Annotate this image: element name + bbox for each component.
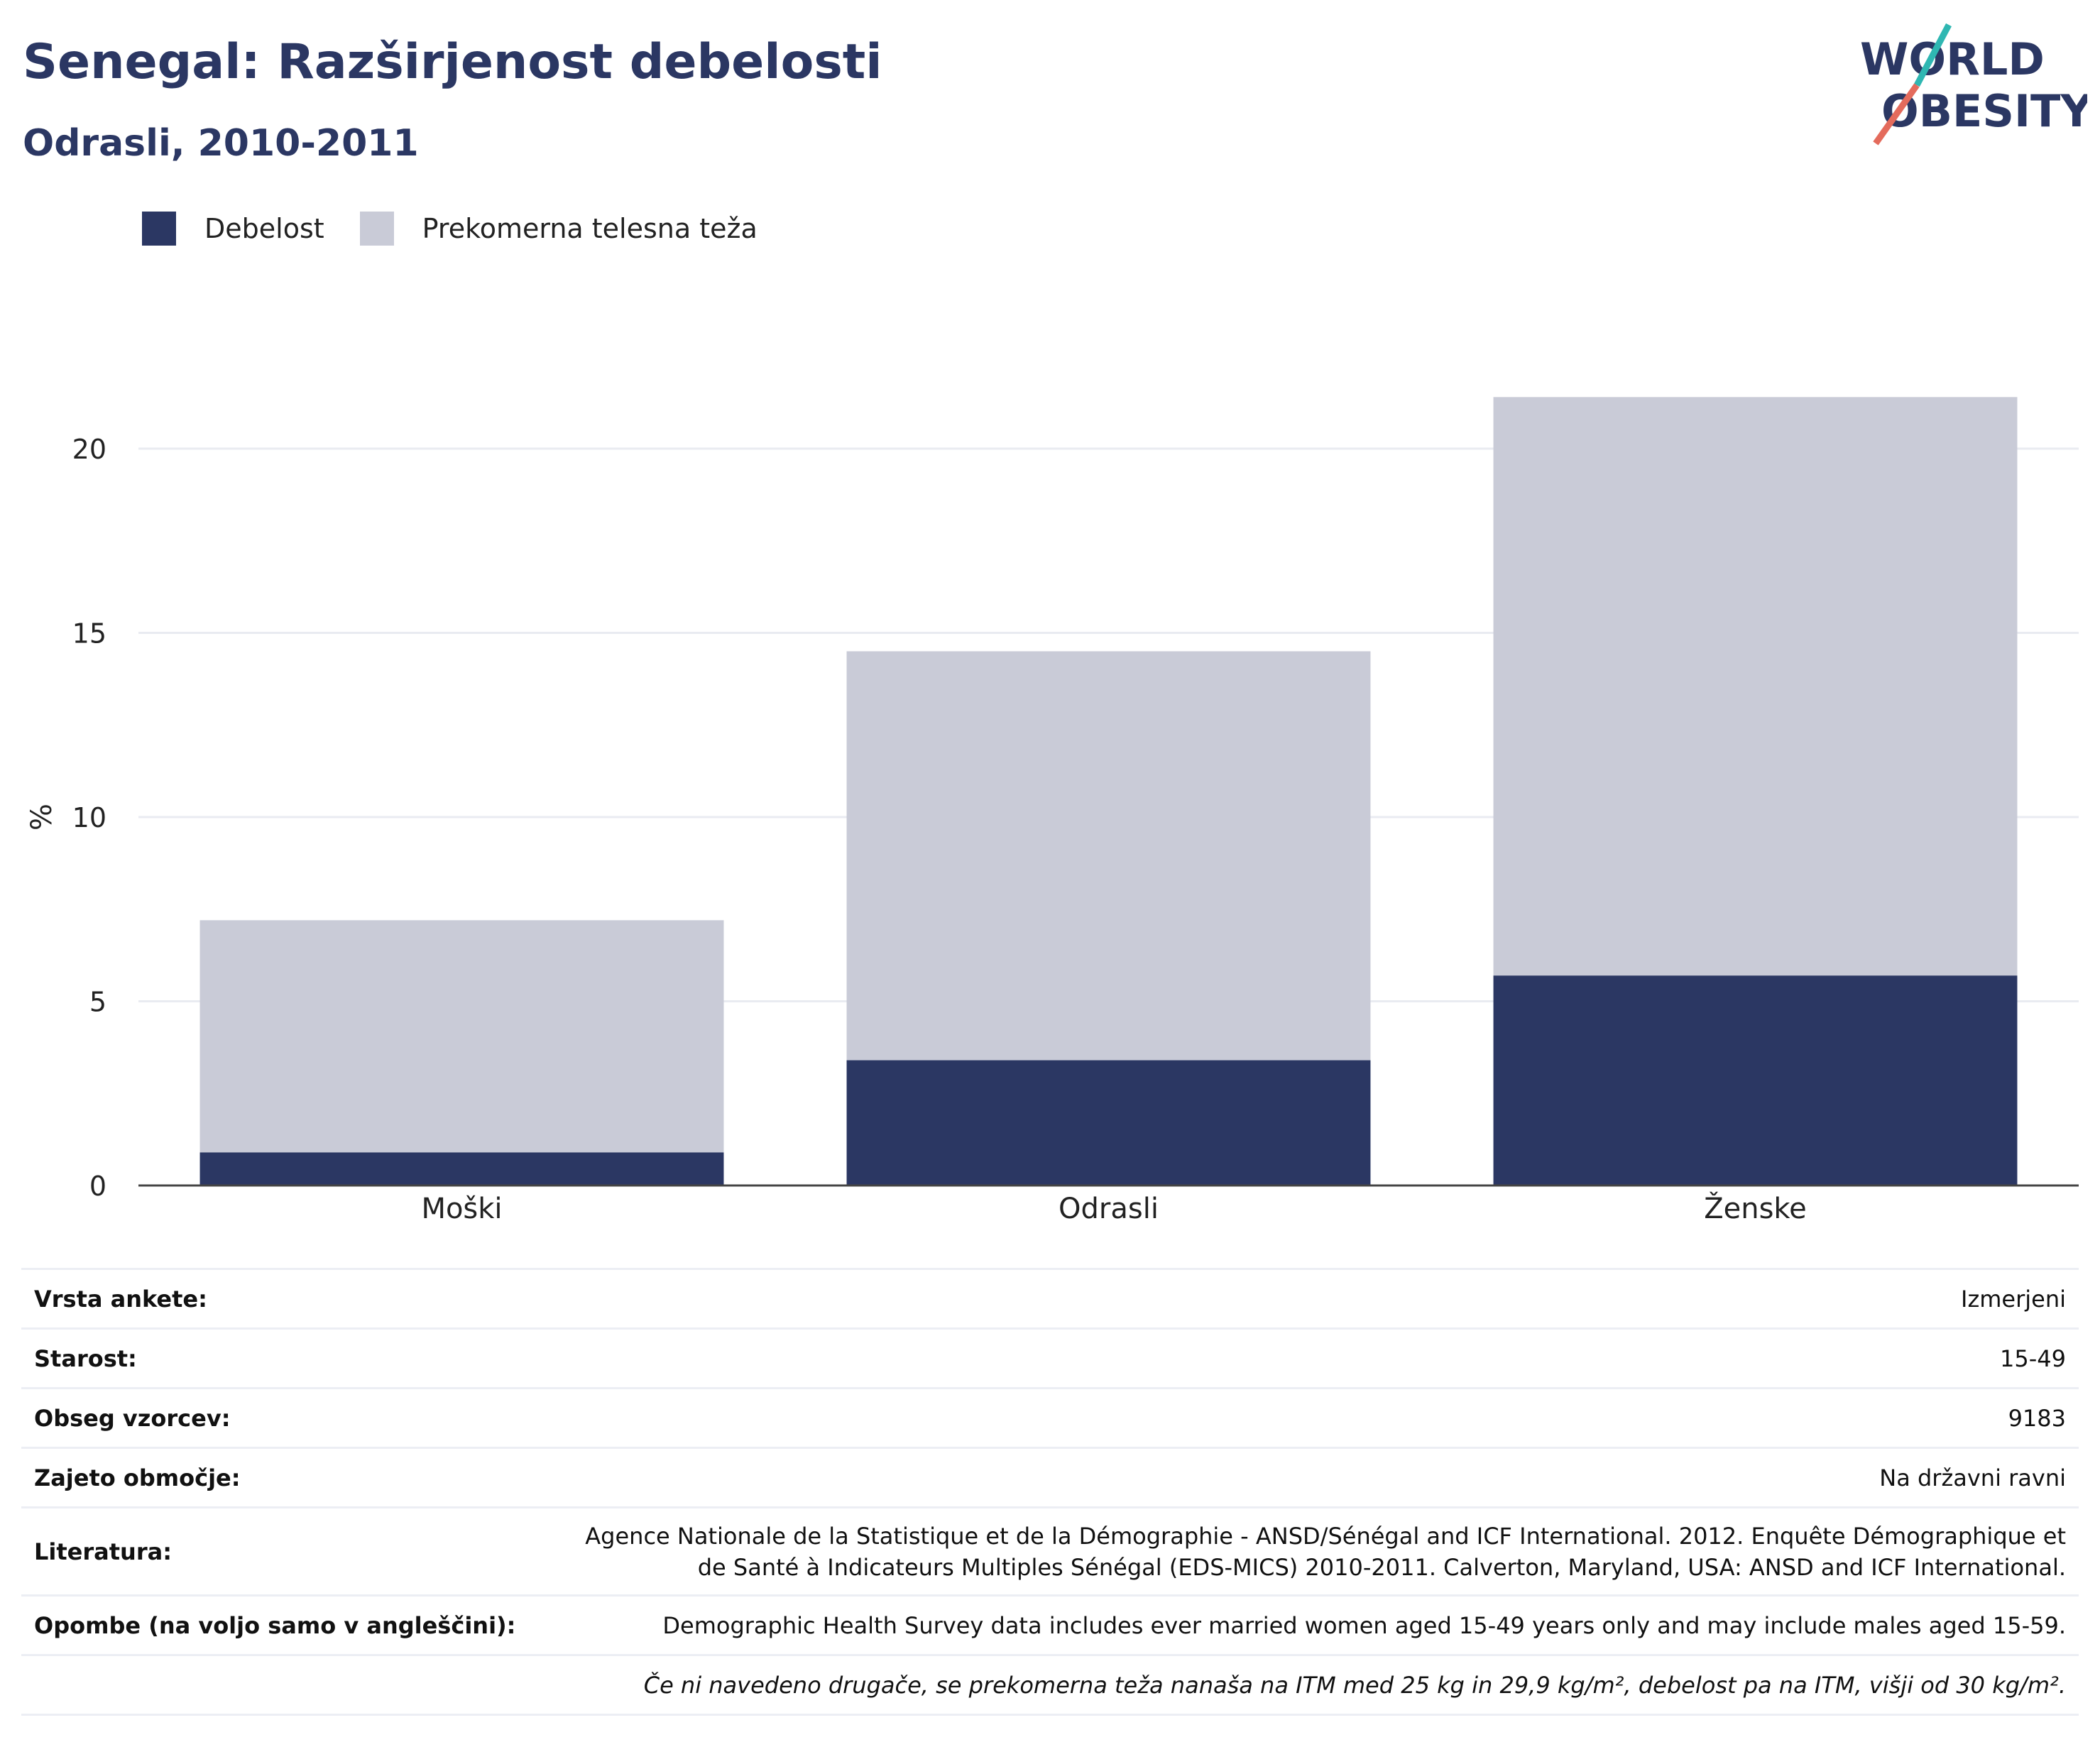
info-row: Starost: 15-49 — [21, 1327, 2079, 1389]
bar-chart: 0 5 10 15 20% Moški Odrasli Ženske — [26, 397, 2079, 1225]
info-label: Obseg vzorcev: — [21, 1387, 544, 1448]
chart-subtitle: Odrasli, 2010-2011 — [23, 122, 419, 165]
world-obesity-logo: WORLD OBESITY — [1860, 23, 2087, 146]
info-value: Demographic Health Survey data includes … — [544, 1594, 2079, 1655]
legend-item-obesity[interactable]: Debelost — [142, 212, 324, 246]
info-label: Starost: — [21, 1327, 544, 1389]
info-row: Opombe (na voljo samo v angleščini): Demo… — [21, 1594, 2079, 1655]
info-value: Na državni ravni — [544, 1447, 2079, 1508]
x-tick-label: Moški — [421, 1193, 502, 1225]
survey-info-table: Vrsta ankete: Izmerjeni Starost: 15-49 Obseg… — [21, 1268, 2079, 1716]
bar-overweight-0[interactable] — [199, 920, 724, 1153]
info-row: Vrsta ankete: Izmerjeni — [21, 1268, 2079, 1329]
logo-line-1: WORLD — [1860, 33, 2045, 85]
legend-label-overweight: Prekomerna telesna teža — [422, 213, 758, 244]
info-row: Obseg vzorcev: 9183 — [21, 1387, 2079, 1448]
bar-obesity-1[interactable] — [846, 1060, 1371, 1185]
y-tick-label: 10 — [72, 802, 106, 833]
y-tick-label: 15 — [72, 618, 106, 650]
y-tick-label: 20 — [72, 434, 106, 465]
info-value: Izmerjeni — [544, 1268, 2079, 1329]
legend-swatch-overweight — [359, 212, 394, 246]
info-value: Agence Nationale de la Statistique et de… — [544, 1506, 2079, 1596]
info-row: Če ni navedeno drugače, se prekomerna te… — [21, 1654, 2079, 1716]
info-value: 15-49 — [544, 1327, 2079, 1389]
y-tick-label: 0 — [89, 1171, 106, 1202]
bar-obesity-2[interactable] — [1493, 975, 2018, 1185]
legend-item-overweight[interactable]: Prekomerna telesna teža — [359, 212, 758, 246]
chart-title: Senegal: Razširjenost debelosti — [23, 34, 882, 90]
info-label — [21, 1654, 544, 1716]
info-value: Če ni navedeno drugače, se prekomerna te… — [544, 1654, 2079, 1716]
logo-line-2: OBESITY — [1881, 85, 2087, 137]
info-row: Zajeto območje: Na državni ravni — [21, 1447, 2079, 1508]
bar-obesity-0[interactable] — [199, 1152, 724, 1185]
y-axis-label: % — [26, 804, 58, 831]
info-label: Vrsta ankete: — [21, 1268, 544, 1329]
y-tick-label: 5 — [89, 987, 106, 1018]
x-tick-label: Ženske — [1704, 1191, 1807, 1225]
bar-overweight-1[interactable] — [846, 651, 1371, 1061]
legend: Debelost Prekomerna telesna teža — [142, 212, 793, 246]
info-value: 9183 — [544, 1387, 2079, 1448]
bar-overweight-2[interactable] — [1493, 397, 2018, 976]
info-row: Literatura: Agence Nationale de la Statis… — [21, 1506, 2079, 1596]
legend-label-obesity: Debelost — [204, 213, 324, 244]
info-label: Zajeto območje: — [21, 1447, 544, 1508]
x-tick-label: Odrasli — [1059, 1193, 1159, 1225]
legend-swatch-obesity — [142, 212, 176, 246]
info-label: Literatura: — [21, 1506, 544, 1596]
info-label: Opombe (na voljo samo v angleščini): — [21, 1594, 544, 1655]
